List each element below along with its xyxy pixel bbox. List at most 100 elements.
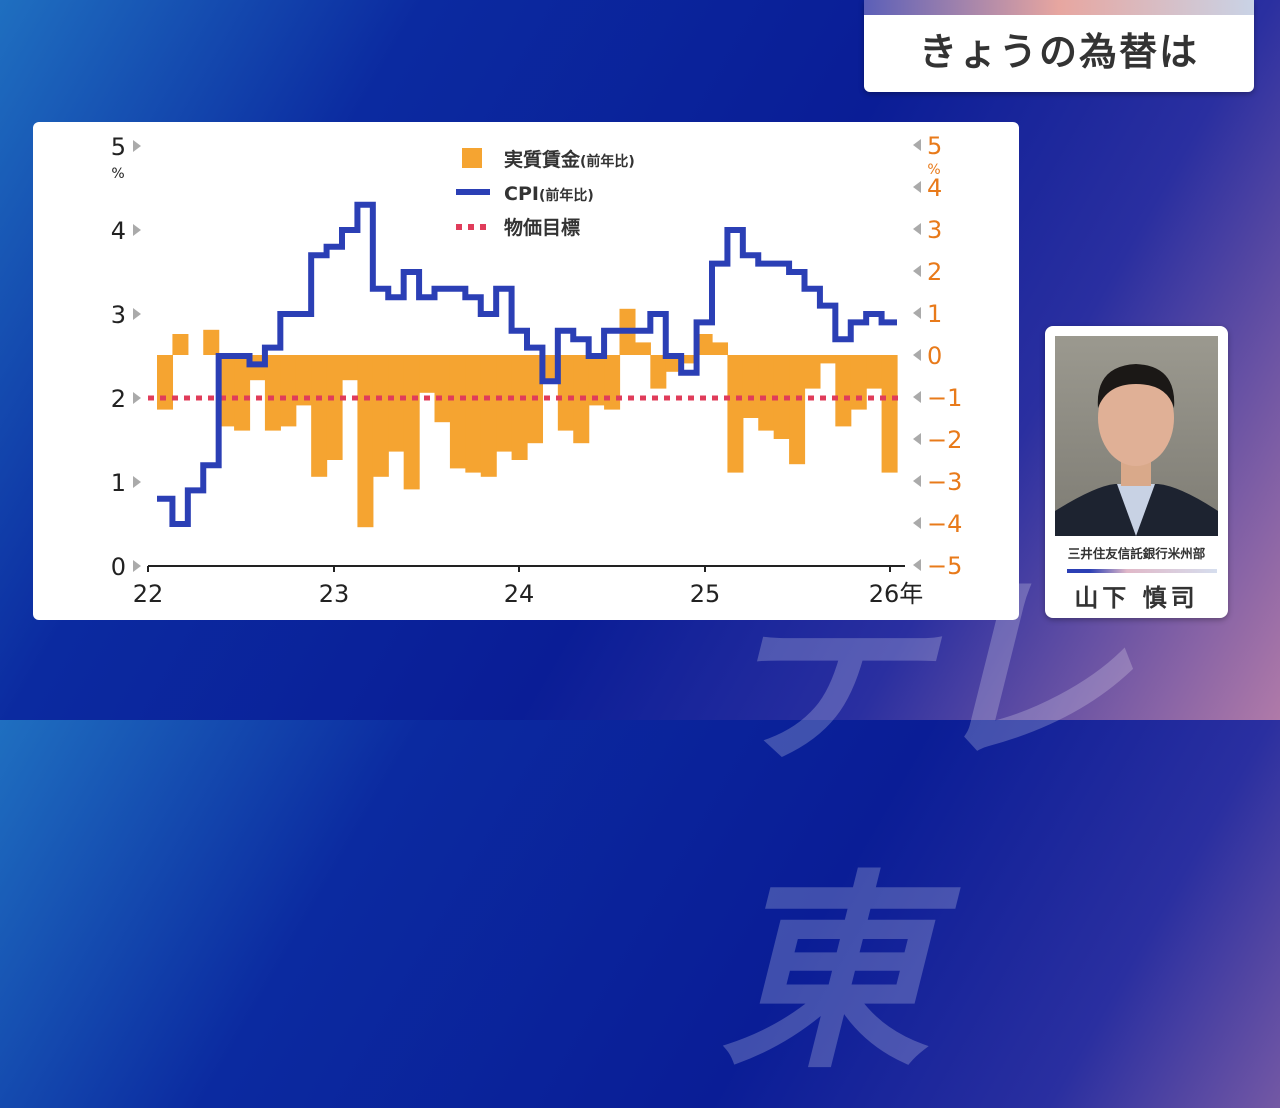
wage-bar bbox=[742, 355, 759, 418]
wage-bar bbox=[295, 355, 312, 406]
wage-bar bbox=[449, 355, 466, 469]
wage-bar bbox=[234, 355, 251, 431]
wage-bar bbox=[249, 355, 266, 381]
wage-bar bbox=[773, 355, 790, 439]
left-tick-arrow-icon bbox=[133, 224, 141, 236]
x-tick-label: 23 bbox=[319, 580, 350, 608]
left-tick-label: 3 bbox=[111, 301, 126, 329]
x-tick-label: 26年 bbox=[869, 580, 924, 608]
left-tick-arrow-icon bbox=[133, 476, 141, 488]
right-tick-arrow-icon bbox=[913, 307, 921, 319]
wage-bar bbox=[881, 355, 898, 473]
right-tick-label: 4 bbox=[927, 174, 942, 202]
title-accent-bar bbox=[864, 0, 1254, 15]
wage-bar bbox=[326, 355, 343, 460]
guest-photo bbox=[1055, 336, 1218, 536]
svg-text:実質賃金(前年比): 実質賃金(前年比) bbox=[504, 148, 635, 171]
wage-bar bbox=[480, 355, 497, 477]
right-tick-label: −5 bbox=[927, 552, 962, 580]
wage-bar bbox=[681, 355, 698, 364]
right-tick-arrow-icon bbox=[913, 349, 921, 361]
right-tick-arrow-icon bbox=[913, 517, 921, 529]
right-tick-arrow-icon bbox=[913, 433, 921, 445]
wage-bar bbox=[542, 355, 559, 381]
wage-bar bbox=[819, 355, 836, 364]
wage-bar bbox=[372, 355, 389, 477]
wage-bar bbox=[496, 355, 513, 452]
guest-divider bbox=[1067, 569, 1217, 573]
legend-cpi-label: CPI bbox=[504, 183, 539, 205]
wage-bar bbox=[588, 355, 605, 406]
left-tick-arrow-icon bbox=[133, 308, 141, 320]
wage-bar bbox=[727, 355, 744, 473]
right-tick-arrow-icon bbox=[913, 475, 921, 487]
left-tick-arrow-icon bbox=[133, 140, 141, 152]
wage-bar bbox=[172, 334, 189, 355]
wage-bar bbox=[465, 355, 482, 473]
wage-bar bbox=[218, 355, 235, 427]
x-tick-label: 25 bbox=[690, 580, 721, 608]
right-tick-label: −1 bbox=[927, 384, 962, 412]
right-tick-label: 1 bbox=[927, 300, 942, 328]
legend-wages-label: 実質賃金 bbox=[504, 148, 581, 171]
wage-bar bbox=[866, 355, 883, 389]
right-tick-arrow-icon bbox=[913, 139, 921, 151]
left-tick-arrow-icon bbox=[133, 392, 141, 404]
legend-wages-sub: (前年比) bbox=[580, 153, 635, 170]
wage-bar bbox=[835, 355, 852, 427]
left-axis-unit: % bbox=[111, 166, 124, 182]
wage-bar bbox=[712, 342, 729, 355]
x-tick-label: 22 bbox=[133, 580, 164, 608]
wage-bar bbox=[758, 355, 775, 431]
x-tick-label: 24 bbox=[504, 580, 535, 608]
right-tick-label: 0 bbox=[927, 342, 942, 370]
guest-name: 山下 慎司 bbox=[1074, 584, 1199, 612]
wage-bar bbox=[357, 355, 374, 528]
right-tick-arrow-icon bbox=[913, 559, 921, 571]
guest-organization: 三井住友信託銀行米州部 bbox=[1067, 546, 1206, 561]
wage-bar bbox=[511, 355, 528, 460]
wage-bar bbox=[157, 355, 174, 410]
left-tick-label: 1 bbox=[111, 469, 126, 497]
right-tick-arrow-icon bbox=[913, 391, 921, 403]
wage-bar bbox=[650, 355, 667, 389]
left-tick-label: 2 bbox=[111, 385, 126, 413]
right-tick-label: −3 bbox=[927, 468, 962, 496]
left-tick-label: 5 bbox=[111, 133, 126, 161]
wage-bar bbox=[403, 355, 420, 490]
legend-target-label: 物価目標 bbox=[504, 216, 580, 239]
legend-cpi-sub: (前年比) bbox=[539, 187, 594, 204]
wage-bar bbox=[311, 355, 328, 477]
wage-bar bbox=[419, 355, 436, 393]
guest-card: 三井住友信託銀行米州部 山下 慎司 bbox=[1045, 326, 1228, 618]
wage-bar bbox=[604, 355, 621, 410]
title-box: きょうの為替は bbox=[864, 0, 1254, 92]
right-tick-label: 5 bbox=[927, 132, 942, 160]
wage-bar bbox=[789, 355, 806, 465]
svg-text:CPI(前年比): CPI(前年比) bbox=[504, 183, 594, 205]
right-tick-arrow-icon bbox=[913, 181, 921, 193]
wage-bar bbox=[804, 355, 821, 389]
page-title: きょうの為替は bbox=[918, 30, 1199, 74]
wage-bar bbox=[850, 355, 867, 410]
left-tick-arrow-icon bbox=[133, 560, 141, 572]
wage-bar bbox=[388, 355, 405, 452]
wage-bar bbox=[280, 355, 297, 427]
wage-bar bbox=[665, 355, 682, 372]
right-tick-label: 2 bbox=[927, 258, 942, 286]
right-axis-unit: % bbox=[927, 162, 940, 178]
right-tick-arrow-icon bbox=[913, 265, 921, 277]
right-tick-arrow-icon bbox=[913, 223, 921, 235]
right-tick-label: 3 bbox=[927, 216, 942, 244]
wage-bar bbox=[203, 329, 220, 355]
right-tick-label: −4 bbox=[927, 510, 962, 538]
cpi-line bbox=[157, 201, 897, 527]
left-tick-label: 4 bbox=[111, 217, 126, 245]
wage-bar bbox=[264, 355, 281, 431]
wage-bar bbox=[557, 355, 574, 431]
wage-bar bbox=[696, 334, 713, 355]
wage-bar bbox=[434, 355, 451, 423]
legend-wages-swatch bbox=[462, 148, 482, 168]
right-tick-label: −2 bbox=[927, 426, 962, 454]
left-tick-label: 0 bbox=[111, 553, 126, 581]
